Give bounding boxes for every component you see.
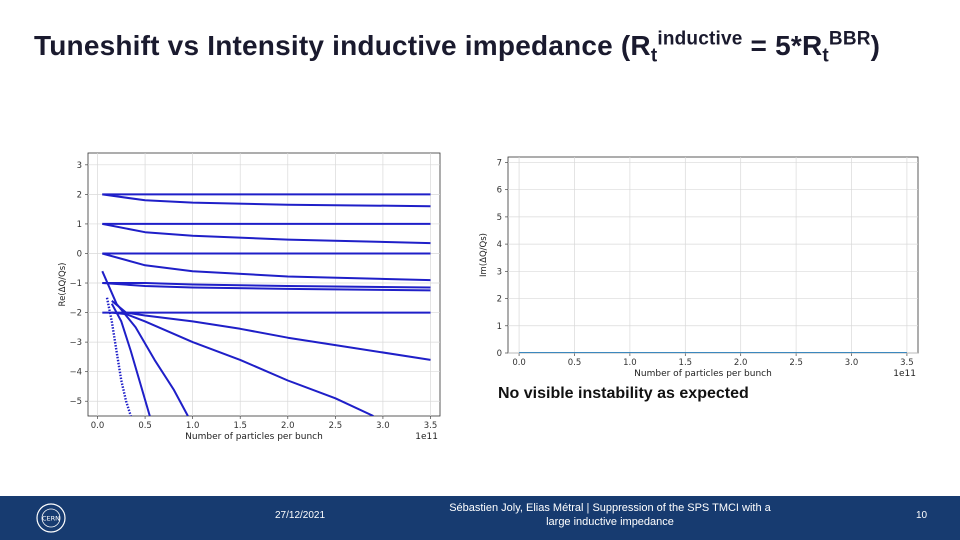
y-tick-label: 2: [497, 295, 502, 305]
y-tick-label: 6: [497, 186, 502, 196]
y-tick-label: −5: [69, 397, 82, 407]
slide-title: Tuneshift vs Intensity inductive impedan…: [34, 28, 934, 67]
y-tick-label: −1: [69, 279, 82, 289]
y-tick-label: 1: [497, 322, 502, 332]
imag-tuneshift-svg: 0.0 0.5 1.0 1.5 2.0 2.5 3.0 3.5 0 1 2 3 4 5 6 7 Number o…: [479, 156, 919, 379]
series-line: [102, 193, 431, 208]
cern-logo-icon: CERN: [36, 503, 66, 533]
series-line: [101, 270, 189, 416]
real-tuneshift-svg: 0.0 0.5 1.0 1.5 2.0 2.5 3.0 3.5 3 2 1 0 −1 −2 −3 −4 −5 Nu…: [58, 152, 441, 442]
title-sub-1: t: [650, 45, 658, 67]
x-tick-label: 3.0: [845, 358, 859, 368]
footer-bar: CERN 27/12/2021 Sébastien Joly, Elias Mé…: [0, 496, 960, 540]
title-sub-2: t: [822, 45, 829, 67]
y-axis-label: Re(ΔQ/Qs): [58, 263, 68, 307]
x-tick-label: 3.0: [376, 421, 390, 431]
x-axis-label: Number of particles per bunch: [185, 432, 323, 442]
series-line: [102, 222, 431, 245]
y-tick-label: 1: [77, 220, 82, 230]
x-tick-label: 0.5: [138, 421, 152, 431]
x-tick-label: 1.5: [233, 421, 247, 431]
y-tick-label: 0: [77, 249, 82, 259]
x-tick-label: 2.0: [734, 358, 748, 368]
x-tick-label: 2.0: [281, 421, 295, 431]
title-part-3: ): [870, 30, 881, 61]
y-axis-label: Im(ΔQ/Qs): [479, 233, 489, 277]
title-part-1: Tuneshift vs Intensity inductive impedan…: [34, 30, 651, 61]
x-axis-label: Number of particles per bunch: [634, 369, 772, 379]
series-line: [110, 303, 151, 416]
title-part-2: = 5*R: [742, 30, 823, 61]
x-tick-label: 1.0: [623, 358, 637, 368]
y-tick-label: −2: [69, 309, 82, 319]
y-tick-label: 7: [497, 158, 502, 168]
real-tuneshift-plot: 0.0 0.5 1.0 1.5 2.0 2.5 3.0 3.5 3 2 1 0 −1 −2 −3 −4 −5 Nu…: [58, 150, 444, 442]
series-line: [102, 252, 431, 282]
series-line: [102, 282, 431, 289]
plot-frame: [507, 156, 919, 354]
y-tick-label: 5: [497, 213, 502, 223]
y-tick-label: 2: [77, 190, 82, 200]
x-offset-label: 1e11: [893, 369, 916, 379]
footer-authors: Sébastien Joly, Elias Métral | Suppressi…: [449, 502, 771, 528]
x-offset-label: 1e11: [415, 432, 438, 442]
y-tick-label: 3: [497, 267, 502, 277]
y-tick-label: −3: [69, 338, 82, 348]
footer-date: 27/12/2021: [275, 510, 326, 521]
x-tick-label: 3.5: [900, 358, 914, 368]
x-tick-label: 0.0: [91, 421, 105, 431]
plot-frame: [87, 152, 441, 417]
title-sup-1: inductive: [657, 28, 743, 50]
page-number: 10: [916, 510, 928, 521]
x-tick-label: 1.5: [679, 358, 693, 368]
y-tick-label: 0: [497, 349, 502, 359]
x-tick-label: 0.5: [568, 358, 582, 368]
cern-logo-text: CERN: [42, 515, 60, 523]
series-line: [102, 282, 431, 292]
x-tick-label: 2.5: [789, 358, 803, 368]
title-sup-2: BBR: [828, 28, 871, 50]
series-line: [111, 300, 431, 361]
plot-caption: No visible instability as expected: [498, 385, 749, 402]
x-tick-label: 2.5: [329, 421, 343, 431]
series-group: [101, 193, 431, 416]
x-tick-label: 0.0: [512, 358, 526, 368]
y-tick-label: 4: [497, 240, 502, 250]
y-tick-label: −4: [69, 368, 82, 378]
imag-tuneshift-plot: 0.0 0.5 1.0 1.5 2.0 2.5 3.0 3.5 0 1 2 3 4 5 6 7 Number o…: [478, 155, 922, 380]
x-tick-label: 3.5: [424, 421, 438, 431]
y-tick-label: 3: [77, 161, 82, 171]
series-line: [111, 311, 374, 416]
x-tick-label: 1.0: [186, 421, 200, 431]
